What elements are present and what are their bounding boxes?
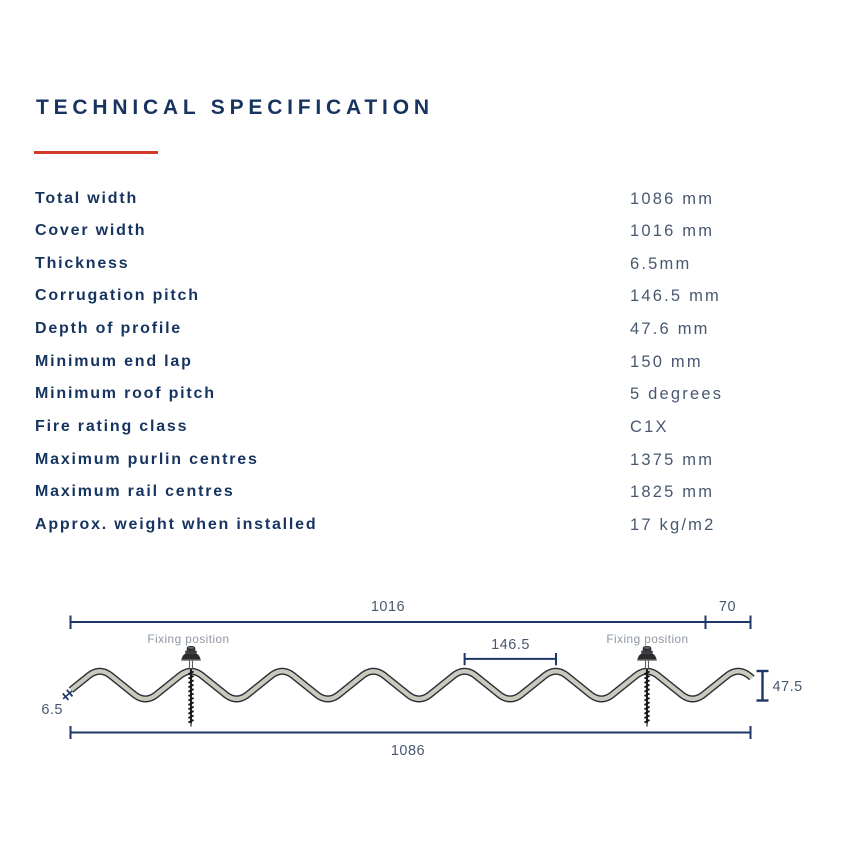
svg-text:Fixing position: Fixing position xyxy=(606,632,688,646)
svg-text:1086: 1086 xyxy=(391,743,425,759)
svg-text:6.5: 6.5 xyxy=(41,702,63,718)
svg-text:146.5: 146.5 xyxy=(491,637,530,653)
svg-text:47.5: 47.5 xyxy=(773,679,803,695)
svg-text:Fixing position: Fixing position xyxy=(147,632,229,646)
svg-text:1016: 1016 xyxy=(371,599,405,615)
svg-text:70: 70 xyxy=(719,599,736,615)
